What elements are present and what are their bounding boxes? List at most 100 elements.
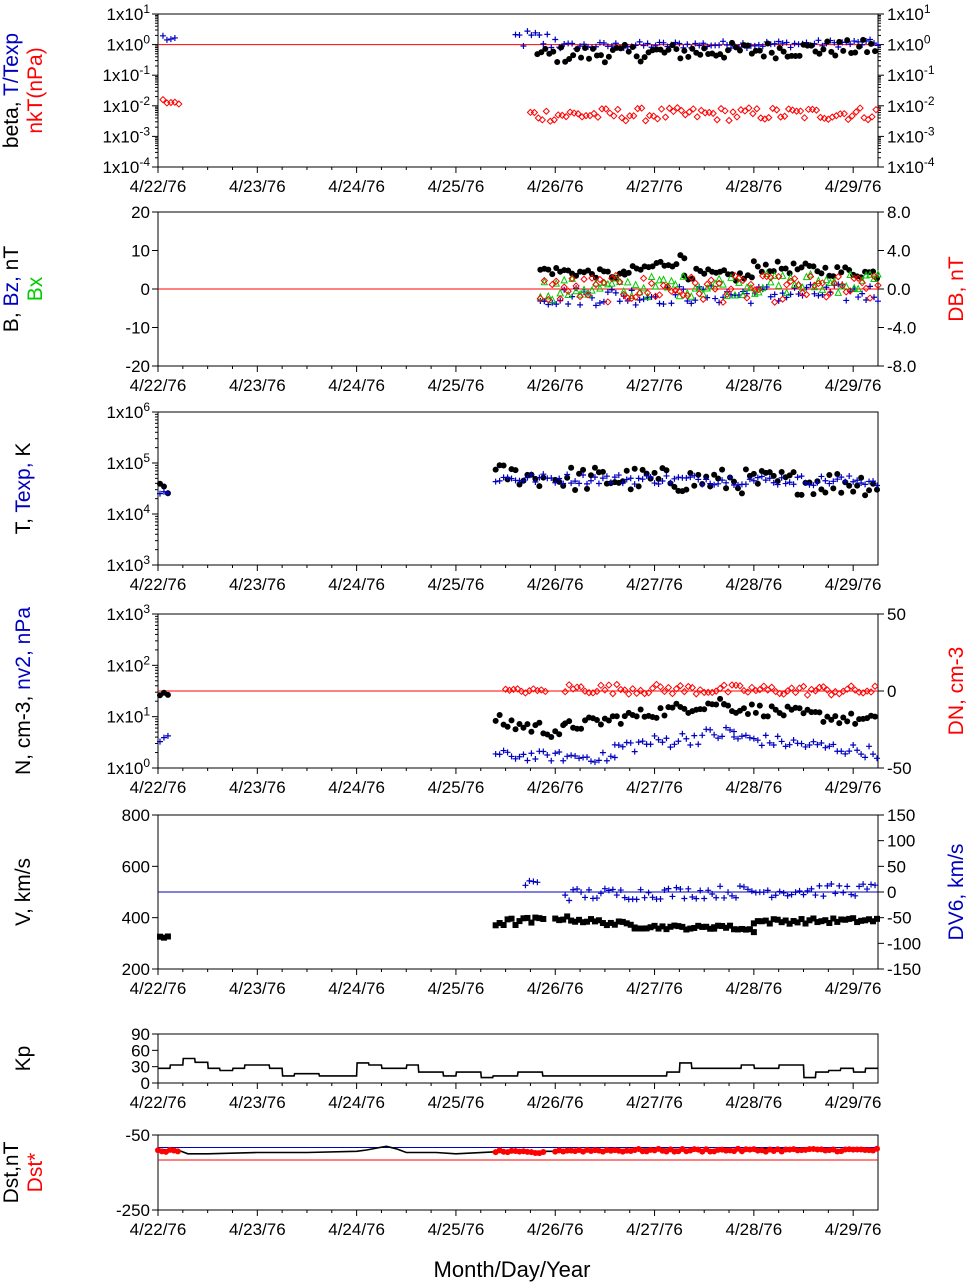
data-point: [811, 687, 820, 695]
data-point: [572, 918, 579, 925]
data-point: [778, 919, 785, 926]
data-point: [765, 113, 773, 122]
data-point: [504, 474, 511, 481]
data-point: [496, 751, 503, 758]
data-point: [667, 744, 674, 751]
data-point: [806, 742, 813, 749]
data-point: [867, 688, 875, 696]
data-point: [536, 474, 543, 481]
data-point: [695, 476, 702, 483]
data-point: [577, 683, 585, 691]
data-point: [840, 47, 847, 54]
data-point: [613, 892, 620, 899]
series-2: [501, 680, 879, 699]
data-point: [589, 45, 596, 52]
data-point: [677, 886, 684, 893]
data-point: [794, 474, 801, 481]
data-point: [601, 885, 608, 892]
data-point: [526, 877, 533, 884]
panel-bfield: -20 -10 0 10 20 -8.0 -4.0 0.0 4.0 8.0 4/22/76 4/23/…: [0, 203, 968, 395]
data-point: [556, 288, 565, 297]
data-point: [580, 275, 588, 283]
data-point: [754, 474, 761, 481]
data-point: [729, 108, 737, 116]
data-point: [664, 683, 673, 692]
x-tick-label: 4/25/76: [428, 979, 485, 998]
x-tick-label: 4/23/76: [229, 778, 286, 797]
y2-tick-label: -150: [887, 960, 921, 979]
data-point: [608, 274, 616, 283]
data-point: [798, 473, 805, 480]
data-point: [759, 43, 766, 50]
data-point: [754, 737, 761, 744]
data-point: [655, 480, 662, 487]
data-point: [651, 480, 658, 487]
data-point: [717, 51, 724, 58]
x-tick-label: 4/24/76: [328, 1093, 385, 1112]
data-point: [700, 40, 707, 47]
data-point: [770, 472, 777, 479]
data-point: [562, 112, 570, 121]
data-point: [852, 720, 859, 727]
data-point: [808, 885, 815, 892]
data-point: [632, 301, 639, 308]
data-point: [609, 689, 617, 698]
data-point: [772, 55, 779, 62]
data-point: [834, 476, 841, 483]
data-point: [561, 688, 569, 696]
data-point: [554, 58, 561, 65]
data-point: [814, 479, 821, 486]
data-point: [804, 105, 813, 114]
x-tick-label: 4/29/76: [825, 1220, 882, 1239]
data-point: [715, 480, 722, 487]
data-point: [701, 45, 708, 52]
data-point: [578, 54, 585, 61]
data-point: [504, 749, 511, 756]
data-point: [548, 757, 555, 764]
data-point: [707, 276, 715, 284]
data-point: [810, 738, 817, 745]
data-point: [593, 687, 601, 696]
data-point: [715, 735, 722, 742]
data-point: [673, 104, 682, 112]
data-point: [568, 752, 575, 759]
data-point: [500, 747, 507, 754]
x-tick-label: 4/27/76: [626, 778, 683, 797]
data-point: [570, 886, 577, 893]
data-point: [586, 886, 593, 893]
data-point: [675, 738, 682, 745]
data-point: [584, 485, 591, 492]
data-point: [606, 109, 614, 117]
data-point: [721, 267, 728, 274]
data-point: [655, 925, 662, 932]
y-axis-label: beta, T/Texp: [0, 33, 23, 148]
data-point: [631, 465, 638, 472]
data-point: [719, 298, 727, 306]
data-point: [778, 271, 787, 279]
data-point: [760, 889, 767, 896]
data-point: [788, 891, 795, 898]
data-point: [731, 272, 739, 280]
data-point: [783, 687, 792, 695]
data-point: [810, 915, 817, 922]
data-point: [643, 472, 650, 479]
data-point: [617, 720, 624, 727]
data-point: [816, 882, 823, 889]
data-point: [796, 107, 805, 115]
data-point: [725, 889, 732, 896]
data-point: [671, 922, 678, 929]
data-point: [828, 48, 835, 55]
data-point: [622, 117, 630, 125]
data-point: [747, 280, 755, 289]
data-point: [516, 753, 523, 760]
data-point: [623, 476, 630, 483]
data-point: [556, 749, 563, 756]
data-point: [814, 741, 821, 748]
data-point: [576, 292, 584, 301]
data-point: [762, 732, 769, 739]
data-point: [814, 919, 821, 926]
data-point: [768, 894, 775, 901]
y2-tick-label: 50: [887, 857, 906, 876]
y2-tick-label: 50: [887, 605, 906, 624]
data-point: [850, 283, 858, 292]
